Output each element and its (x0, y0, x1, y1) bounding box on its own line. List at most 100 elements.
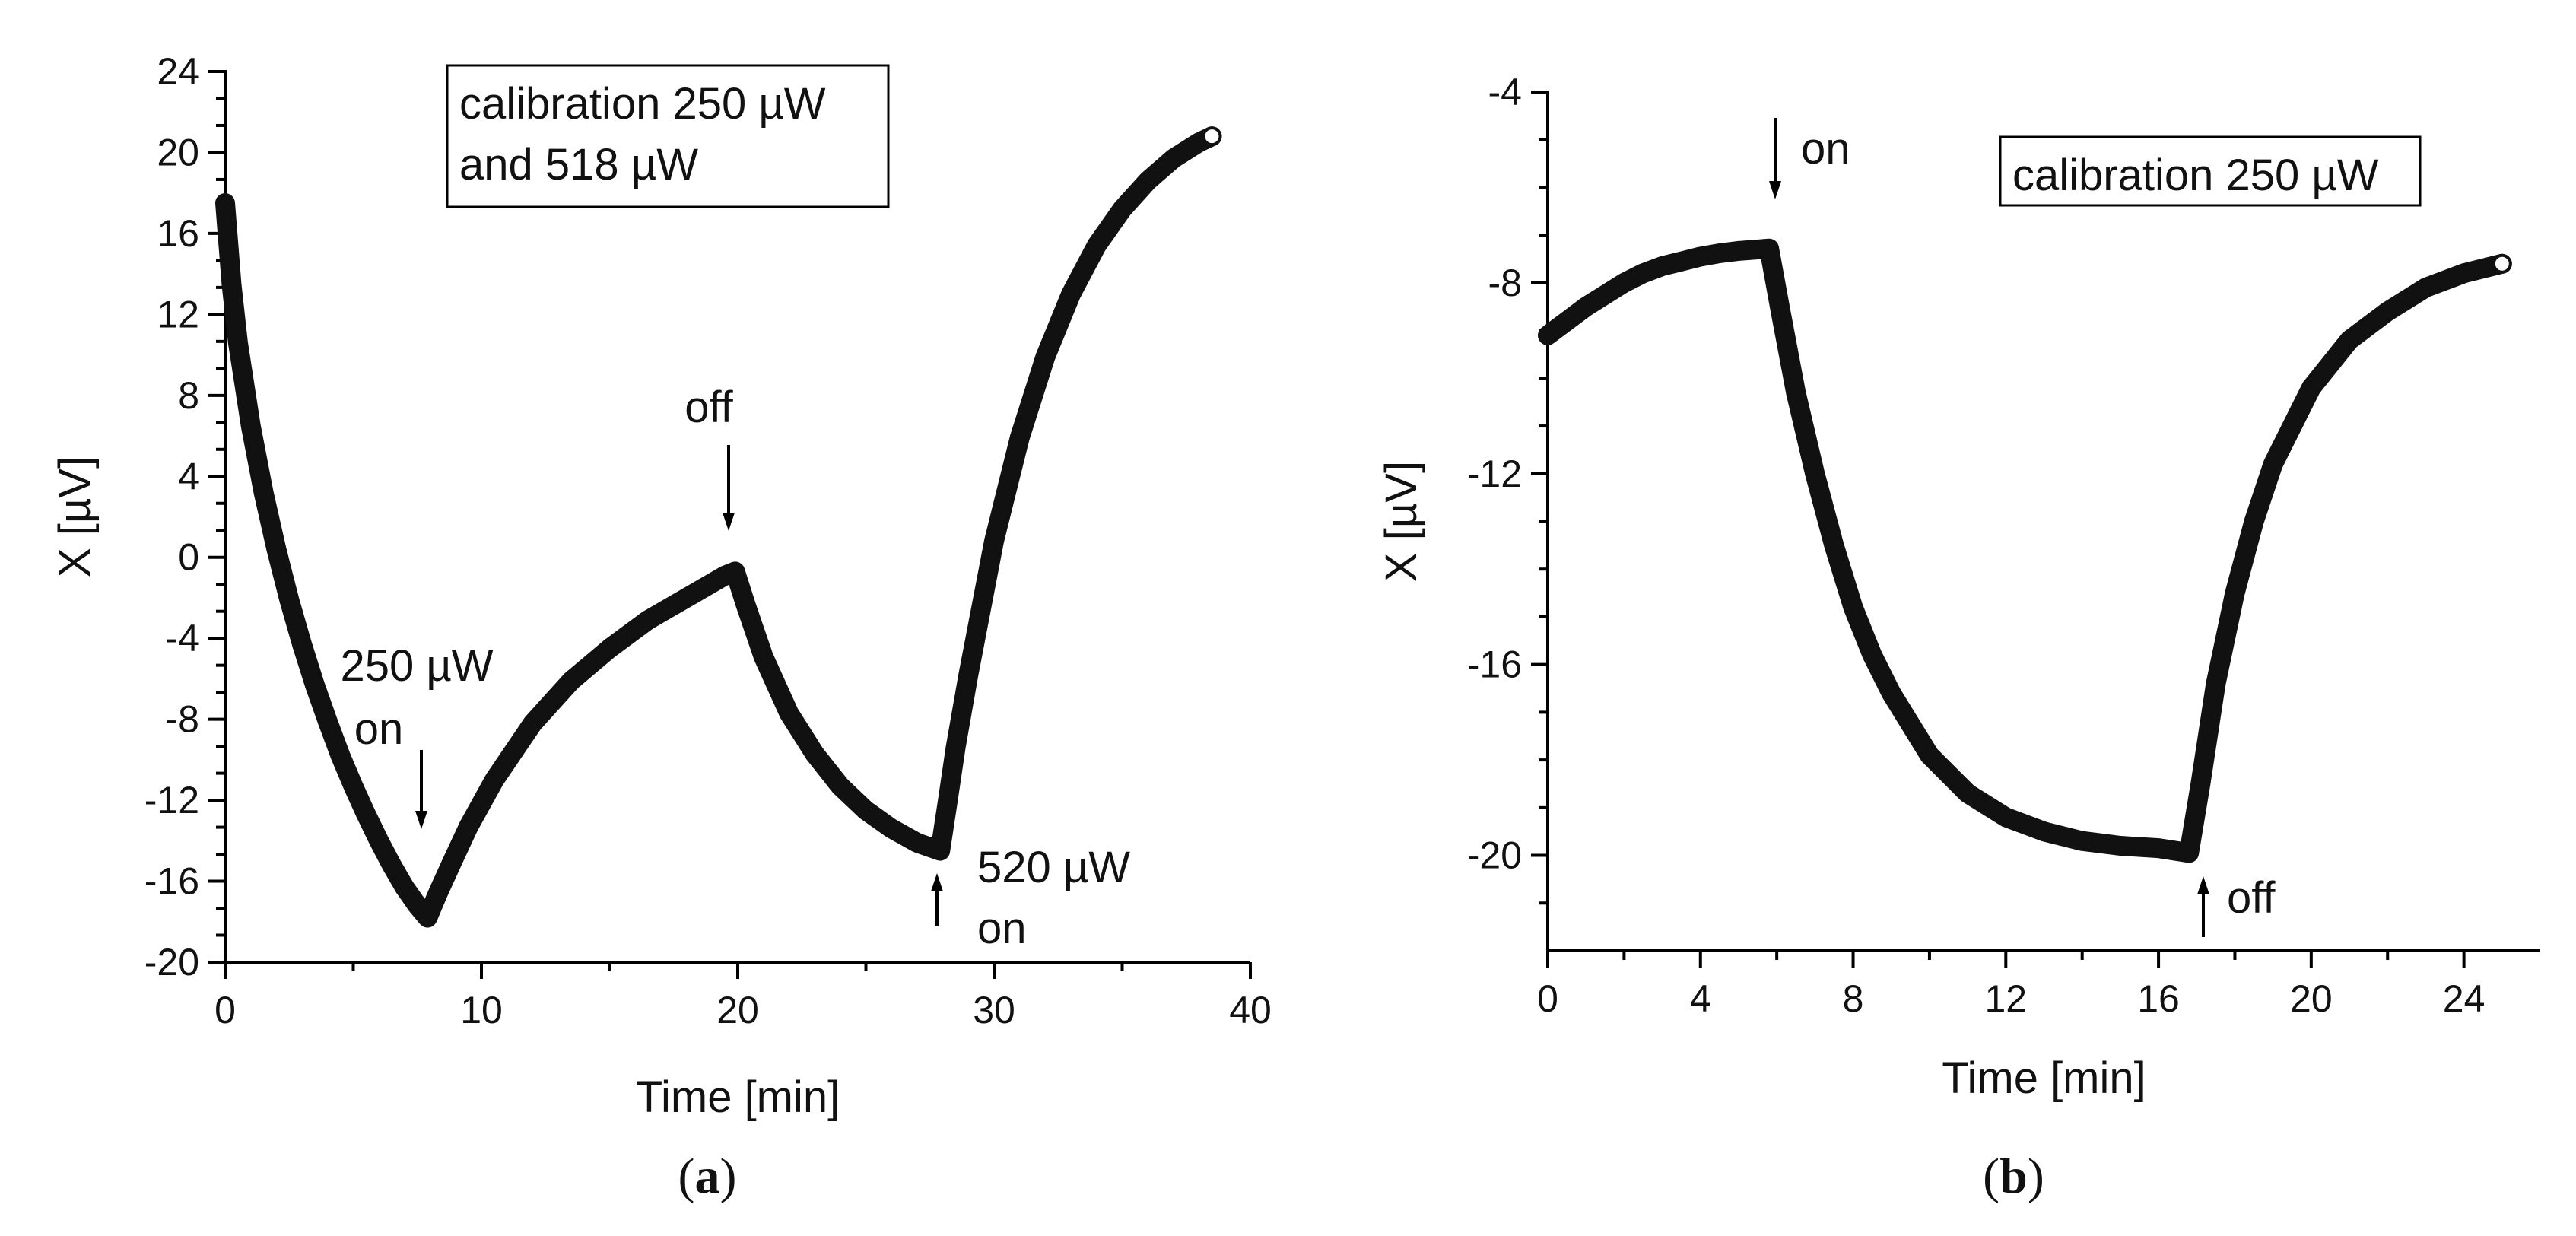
data-point (907, 834, 926, 852)
annotation-arrowhead (931, 873, 943, 891)
data-point (1634, 264, 1653, 283)
data-point (856, 801, 875, 820)
y-tick-label: -4 (1488, 71, 1522, 113)
data-point (418, 908, 437, 927)
data-point (1863, 646, 1882, 665)
data-point (523, 714, 542, 732)
data-point (459, 817, 478, 836)
data-point (2180, 844, 2199, 863)
data-point (1113, 200, 1132, 218)
data-point (1730, 241, 1748, 260)
annotation-arrowhead (2197, 876, 2209, 894)
data-point (754, 647, 773, 666)
data-point (780, 704, 799, 723)
data-point (370, 831, 389, 850)
data-point (1844, 598, 1863, 617)
annotation-arrowhead (1769, 181, 1781, 199)
data-point (1672, 252, 1691, 271)
y-tick-label: 0 (178, 536, 199, 579)
panel-label: (b) (1983, 1149, 2044, 1204)
data-point (305, 675, 324, 694)
data-point (1596, 285, 1615, 304)
x-tick-label: 16 (2137, 977, 2180, 1020)
data-point (1920, 745, 1939, 764)
data-point (484, 771, 503, 790)
panel-a: 0 10 20 30 40 -20 -16 -12 -8 -4 0 4 8 12 16 20 24 Time [m… (50, 50, 1272, 1204)
y-tick-label: -8 (166, 698, 199, 741)
data-point (1062, 284, 1081, 303)
x-tick-label: 40 (1229, 989, 1272, 1031)
data-point (1164, 149, 1183, 168)
data-point (222, 275, 241, 294)
data-point (1882, 684, 1901, 703)
data-point (946, 738, 965, 757)
data-point (441, 856, 460, 875)
data-point (2191, 774, 2210, 793)
data-point (2034, 822, 2053, 841)
data-point (383, 856, 401, 875)
annotation-text: 520 µW (977, 843, 1130, 892)
x-tick-label: 8 (1843, 977, 1864, 1020)
annotation-text: off (684, 383, 733, 432)
data-point (293, 635, 312, 654)
y-tick-label: 12 (157, 293, 199, 335)
x-tick-label: 0 (214, 989, 236, 1031)
data-point (1087, 236, 1106, 255)
x-axis-title: Time [min] (636, 1072, 840, 1122)
x-tick-label: 4 (1690, 977, 1711, 1020)
data-point (1139, 171, 1158, 190)
data-point (2206, 674, 2225, 693)
data-point (2244, 512, 2263, 531)
data-point (959, 666, 978, 685)
legend-box (1999, 135, 2422, 207)
annotation-text: on (1801, 124, 1850, 173)
x-tick-label: 12 (1984, 977, 2027, 1020)
annotation-arrowhead (415, 811, 427, 829)
y-tick-label: 4 (178, 455, 199, 497)
x-tick-label: 20 (716, 989, 759, 1031)
end-marker (2492, 253, 2512, 274)
y-tick-label: -16 (1467, 643, 1522, 686)
y-tick-label: 24 (157, 50, 199, 93)
annotation-text: on (354, 704, 404, 754)
annotation-text: off (2227, 873, 2276, 923)
y-tick-label: 20 (157, 131, 199, 173)
data-point (428, 884, 447, 903)
data-point (562, 672, 580, 691)
x-tick-label: 24 (2443, 977, 2485, 1020)
y-tick-label: -8 (1488, 262, 1522, 304)
data-point (2263, 455, 2282, 474)
data-point (805, 744, 824, 763)
y-axis-title: X [µV] (50, 456, 100, 577)
legend-text: calibration 250 µW (2012, 151, 2379, 200)
data-point (267, 540, 286, 559)
end-marker (1202, 126, 1222, 147)
data-point (736, 594, 755, 613)
legend-text: calibration 250 µW (459, 79, 826, 129)
data-point (677, 589, 696, 607)
data-point (939, 791, 958, 810)
y-tick-label: 8 (178, 374, 199, 417)
x-tick-label: 0 (1537, 977, 1558, 1020)
panel-b: 0 4 8 12 16 20 24 -20 -16 -12 -8 -4 Time [min] X [µV]… (1377, 71, 2540, 1204)
annotation-text: on (977, 904, 1027, 953)
data-point (1710, 244, 1729, 262)
data-point (985, 532, 1003, 551)
data-point (2073, 831, 2092, 850)
x-tick-label: 20 (2290, 977, 2333, 1020)
data-point (318, 712, 337, 731)
data-point (1036, 348, 1055, 367)
data-point (254, 483, 273, 502)
y-axis-title: X [µV] (1377, 461, 1426, 582)
data-point (344, 777, 363, 796)
data-point (1806, 464, 1825, 483)
data-point (228, 333, 247, 352)
data-point (1539, 326, 1557, 345)
annotation-text: 250 µW (340, 641, 493, 691)
data-point (2340, 331, 2358, 350)
data-point (1577, 297, 1596, 316)
x-tick-label: 30 (973, 989, 1015, 1031)
data-point (357, 805, 376, 824)
y-tick-label: -12 (1467, 453, 1522, 495)
